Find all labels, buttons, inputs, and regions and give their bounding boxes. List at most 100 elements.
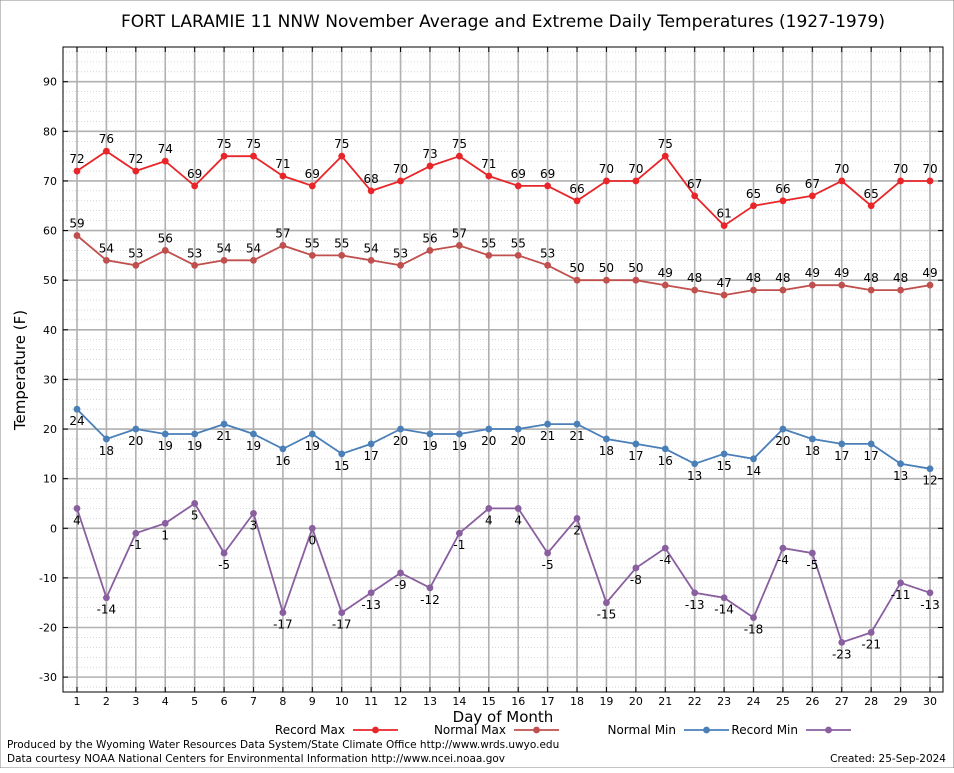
- normal-min-point: [308, 430, 316, 438]
- normal-min-data-label: 16: [275, 454, 290, 468]
- normal-max-point: [426, 247, 434, 254]
- normal-min-data-label: 20: [393, 434, 408, 448]
- record-min-point: [632, 564, 640, 572]
- record-max-point: [161, 157, 169, 165]
- normal-max-point: [132, 261, 140, 269]
- record-min-data-label: 3: [250, 518, 258, 532]
- normal-min-data-label: 13: [893, 469, 908, 483]
- normal-min-data-label: 18: [599, 444, 614, 458]
- y-tick-label: 0: [50, 522, 57, 535]
- normal-max-point: [485, 251, 493, 259]
- record-max-data-label: 65: [746, 187, 761, 201]
- normal-max-data-label: 47: [716, 276, 731, 290]
- record-max-point: [779, 197, 787, 205]
- x-tick-label: 1: [74, 695, 81, 708]
- normal-max-point: [691, 286, 699, 294]
- x-tick-label: 5: [191, 695, 198, 708]
- normal-min-data-label: 19: [158, 439, 173, 453]
- normal-min-data-label: 18: [99, 444, 114, 458]
- normal-max-point: [808, 281, 816, 289]
- normal-max-data-label: 49: [834, 266, 849, 280]
- record-min-data-label: -1: [130, 538, 142, 552]
- normal-max-data-label: 54: [99, 241, 114, 255]
- y-tick-label: -20: [39, 622, 57, 635]
- record-min-point: [279, 609, 287, 617]
- x-tick-label: 3: [132, 695, 139, 708]
- normal-min-data-label: 24: [69, 414, 84, 428]
- record-max-data-label: 69: [305, 167, 320, 181]
- record-max-data-label: 70: [628, 162, 643, 176]
- normal-max-data-label: 50: [628, 261, 643, 275]
- normal-max-data-label: 50: [569, 261, 584, 275]
- y-axis-label: Temperature (F): [11, 310, 29, 431]
- legend-label-record-max: Record Max: [275, 723, 345, 737]
- record-max-data-label: 69: [540, 167, 555, 181]
- normal-min-point: [367, 440, 375, 448]
- normal-max-data-label: 55: [305, 236, 320, 250]
- normal-min-point: [867, 440, 875, 448]
- record-max-data-label: 76: [99, 132, 114, 146]
- record-min-data-label: 0: [308, 533, 316, 547]
- normal-min-data-label: 21: [569, 429, 584, 443]
- y-tick-label: 60: [43, 225, 57, 238]
- chart-title: FORT LARAMIE 11 NNW November Average and…: [121, 12, 885, 32]
- record-max-data-label: 73: [422, 147, 437, 161]
- record-max-point: [544, 182, 552, 190]
- normal-max-point: [632, 276, 640, 284]
- normal-min-data-label: 20: [481, 434, 496, 448]
- record-max-data-label: 75: [216, 137, 231, 151]
- record-max-data-label: 67: [687, 177, 702, 191]
- normal-max-data-label: 49: [658, 266, 673, 280]
- normal-min-data-label: 19: [452, 439, 467, 453]
- record-max-data-label: 70: [599, 162, 614, 176]
- record-min-point: [455, 529, 463, 537]
- normal-min-data-label: 19: [187, 439, 202, 453]
- record-max-point: [632, 177, 640, 185]
- normal-max-data-label: 48: [893, 271, 908, 285]
- record-max-point: [338, 152, 346, 160]
- normal-min-point: [73, 405, 81, 413]
- normal-max-data-label: 57: [275, 226, 290, 240]
- normal-min-point: [250, 430, 257, 438]
- normal-min-point: [603, 435, 610, 443]
- x-tick-label: 23: [717, 695, 731, 708]
- record-min-point: [250, 509, 257, 517]
- record-max-point: [897, 177, 904, 185]
- record-min-point: [103, 594, 110, 602]
- record-min-point: [926, 589, 934, 597]
- record-min-point: [485, 505, 493, 512]
- plot-area: [63, 47, 943, 692]
- normal-min-point: [485, 425, 493, 433]
- normal-min-data-label: 20: [511, 434, 526, 448]
- normal-max-line: [76, 234, 931, 297]
- normal-max-data-label: 50: [599, 261, 614, 275]
- normal-max-point: [514, 251, 522, 259]
- x-tick-label: 7: [250, 695, 257, 708]
- normal-max-point: [573, 276, 581, 284]
- normal-min-data-label: 16: [658, 454, 673, 468]
- x-tick-label: 18: [570, 695, 584, 708]
- record-min-data-label: -23: [832, 647, 852, 661]
- normal-min-data-label: 21: [216, 429, 231, 443]
- x-tick-label: 12: [394, 695, 408, 708]
- record-max-point: [367, 187, 375, 195]
- legend-marker-record-min: [825, 726, 832, 734]
- record-max-point: [308, 182, 316, 190]
- normal-min-point: [220, 420, 228, 428]
- normal-max-point: [367, 256, 375, 264]
- x-tick-label: 27: [835, 695, 849, 708]
- normal-min-point: [897, 460, 904, 468]
- record-min-data-label: -21: [861, 637, 881, 651]
- normal-max-data-label: 49: [922, 266, 937, 280]
- record-max-data-label: 68: [363, 172, 378, 186]
- record-min-data-label: -5: [542, 558, 554, 572]
- record-min-data-label: -5: [806, 558, 818, 572]
- record-min-point: [779, 544, 787, 552]
- y-tick-label: 40: [43, 324, 57, 337]
- normal-min-data-label: 17: [628, 449, 643, 463]
- normal-min-point: [750, 455, 757, 463]
- normal-min-data-label: 15: [334, 459, 349, 473]
- record-min-point: [691, 589, 699, 597]
- footer-data-source: Data courtesy NOAA National Centers for …: [7, 753, 505, 765]
